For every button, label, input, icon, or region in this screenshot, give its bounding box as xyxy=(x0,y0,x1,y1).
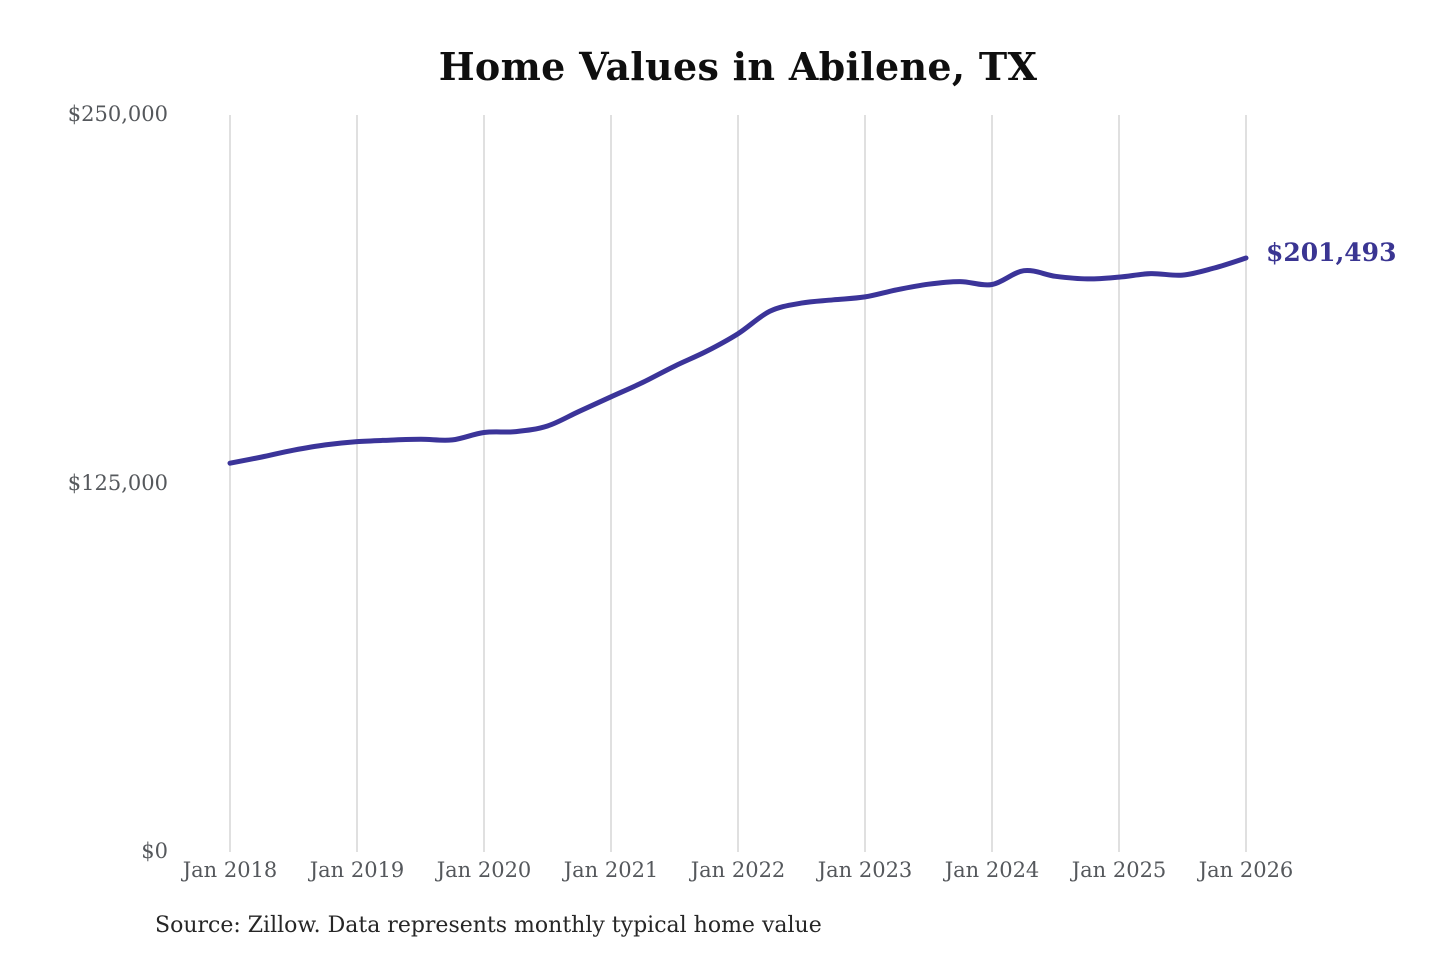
x-tick-label: Jan 2020 xyxy=(436,858,532,882)
x-tick-label: Jan 2018 xyxy=(182,858,278,882)
x-tick-label: Jan 2026 xyxy=(1198,858,1294,882)
y-tick-label: $0 xyxy=(141,839,168,863)
y-tick-label: $250,000 xyxy=(67,102,168,126)
source-note: Source: Zillow. Data represents monthly … xyxy=(155,913,822,938)
gridlines xyxy=(229,115,1247,852)
x-tick-label: Jan 2019 xyxy=(309,858,405,882)
series-line xyxy=(227,255,1249,466)
latest-value-label: $201,493 xyxy=(1266,238,1397,267)
x-tick-label: Jan 2024 xyxy=(944,858,1040,882)
x-tick-label: Jan 2023 xyxy=(817,858,913,882)
chart-title: Home Values in Abilene, TX xyxy=(438,44,1038,89)
x-tick-label: Jan 2021 xyxy=(563,858,659,882)
y-tick-label: $125,000 xyxy=(67,470,168,495)
x-tick-label: Jan 2025 xyxy=(1071,858,1167,882)
x-tick-label: Jan 2022 xyxy=(690,858,786,882)
